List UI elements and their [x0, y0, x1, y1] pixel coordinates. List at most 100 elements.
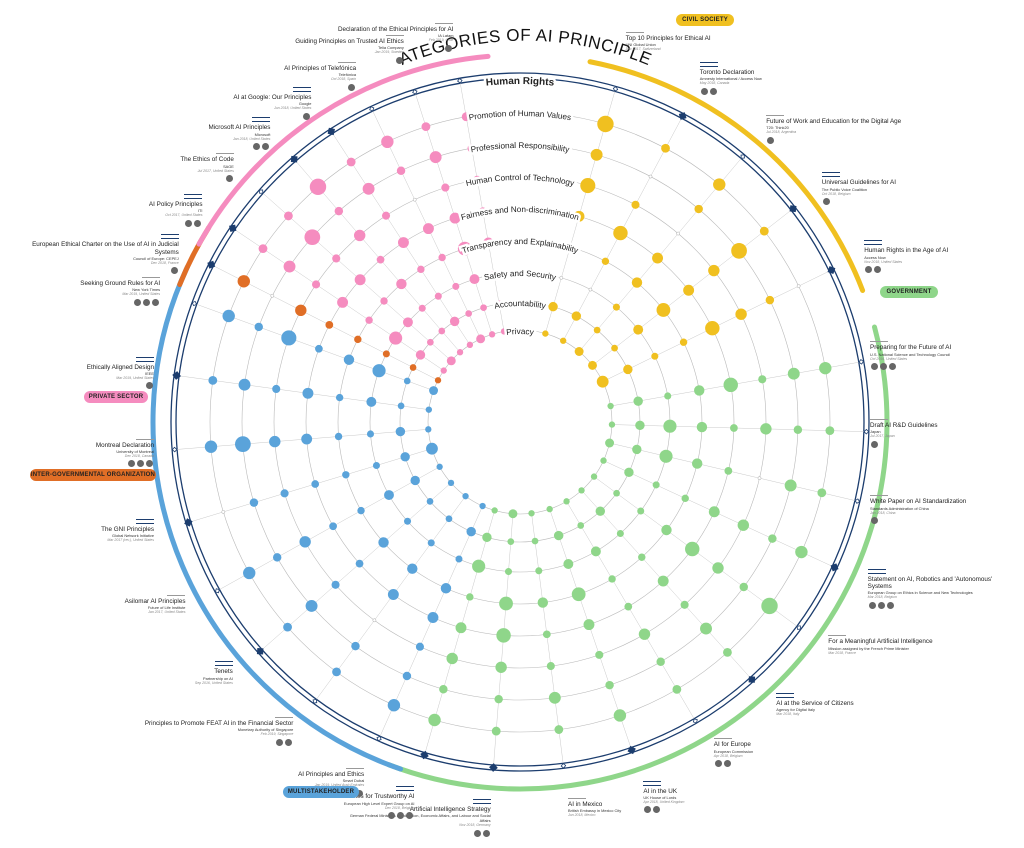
document-organization: European Commission — [713, 748, 754, 754]
principle-dot-empty — [757, 476, 762, 481]
document-organization: Standards Administration of China — [870, 505, 929, 511]
principle-dot — [661, 143, 670, 153]
principle-dot — [758, 375, 767, 384]
principle-dot — [426, 442, 438, 455]
category-label: Privacy — [506, 327, 535, 337]
document-title: AI in the UK — [643, 787, 678, 795]
principle-dot — [269, 435, 281, 448]
principle-dot — [491, 726, 501, 736]
document-icons — [714, 760, 864, 768]
document-type-icon — [395, 56, 403, 64]
private-sector-badge: PRIVATE SECTOR — [84, 391, 148, 403]
principle-dot — [381, 211, 391, 220]
document-icons — [254, 56, 404, 64]
principle-dot — [428, 713, 441, 727]
principle-dot — [417, 265, 425, 274]
principle-dot — [258, 244, 268, 254]
document-icons — [864, 266, 1014, 273]
document-title: Top 10 Principles for Ethical AI — [625, 34, 711, 42]
human-rights-marker-empty — [376, 735, 382, 742]
category-ring — [241, 143, 799, 701]
document-icons — [84, 175, 234, 183]
document-type-icon — [871, 440, 878, 448]
principle-dot — [590, 473, 598, 480]
principle-dot — [601, 257, 610, 265]
document-title: Declaration of the Ethical Principles fo… — [337, 25, 454, 33]
document-label: Asilomar AI Principles Future of Life Ins… — [35, 594, 186, 615]
principle-dot — [429, 151, 442, 164]
principle-dot — [574, 347, 584, 356]
principle-dot — [787, 367, 800, 380]
principle-dot — [546, 505, 553, 513]
principle-dot — [652, 252, 664, 264]
document-date: Sep 2016, United States — [194, 680, 233, 685]
document-icons — [143, 738, 293, 746]
category-ring — [369, 271, 671, 573]
principle-dot — [447, 479, 455, 487]
document-title: Tenets — [214, 668, 233, 676]
principle-dot — [563, 498, 570, 505]
document-label: Artificial Intelligence Strategy German F… — [341, 799, 491, 837]
human-rights-marker-empty — [560, 762, 567, 769]
document-type-icon — [723, 760, 731, 768]
document-organization: Amnesty International / Access Now — [699, 76, 762, 82]
principle-dot — [504, 568, 513, 576]
human-rights-rule — [136, 519, 154, 525]
label-tick — [766, 114, 785, 116]
principle-dot — [656, 303, 671, 317]
document-label: Montreal Declaration University of Montre… — [4, 438, 154, 468]
principle-dot — [235, 436, 251, 453]
principle-dot — [597, 115, 614, 133]
principle-dot — [434, 377, 442, 384]
document-date: Jan 2018, United States — [233, 136, 271, 141]
human-rights-marker-empty — [858, 359, 865, 365]
principle-dot — [479, 502, 486, 510]
principle-dot — [571, 311, 582, 321]
principle-dot — [400, 452, 410, 462]
principle-dot — [243, 566, 256, 580]
human-rights-rule — [864, 240, 883, 246]
document-type-icon — [644, 806, 652, 814]
document-type-icon — [143, 298, 151, 306]
principle-dot — [542, 630, 551, 639]
human-rights-marker — [327, 127, 335, 136]
document-title: AI in Mexico — [568, 800, 603, 808]
category-ring — [399, 301, 641, 543]
principle-dot — [583, 619, 595, 631]
principle-dot — [737, 519, 750, 531]
document-label: The Ethics of Code SAGE Jul 2017, United S… — [84, 153, 234, 183]
document-date: Jun 2018, Mexico — [568, 813, 596, 818]
human-rights-marker-empty — [612, 86, 619, 92]
principle-dot — [331, 580, 340, 589]
human-rights-marker — [789, 205, 797, 213]
principle-dot — [723, 647, 732, 657]
document-organization: Partnership on AI — [202, 675, 233, 681]
document-label: Human Rights in the Age of AI Access Now N… — [864, 240, 1014, 273]
principle-dot — [600, 457, 607, 464]
human-rights-rule — [821, 172, 840, 178]
principle-dot — [427, 612, 439, 623]
principle-dot — [631, 200, 640, 209]
human-rights-rule — [472, 799, 491, 804]
document-title: AI for Europe — [713, 741, 751, 749]
principle-dot — [595, 650, 604, 659]
principle-dot — [407, 563, 418, 574]
document-date: Apr 2018, Belgium — [713, 753, 743, 758]
principle-dot — [683, 284, 695, 296]
document-title: The Ethics of Code — [180, 156, 234, 164]
multi-sector-badge: MULTISTAKEHOLDER — [283, 786, 359, 798]
document-label: White Paper on AI Standardization Standar… — [870, 495, 1020, 525]
document-type-icon — [871, 363, 878, 371]
principle-dot — [612, 303, 620, 311]
category-label: Fairness and Non-discrimination — [460, 205, 580, 222]
human-rights-rule — [136, 356, 154, 362]
document-type-icon — [134, 298, 142, 306]
principle-dot — [765, 295, 775, 305]
principle-dot — [204, 440, 218, 453]
principle-dot — [354, 335, 362, 344]
document-label: AI Principles of Telefónica Telefónica Oct… — [206, 61, 357, 91]
principle-dot — [548, 301, 558, 312]
document-date: Dec 2018, Canada — [124, 453, 154, 458]
principle-dot — [694, 385, 705, 396]
